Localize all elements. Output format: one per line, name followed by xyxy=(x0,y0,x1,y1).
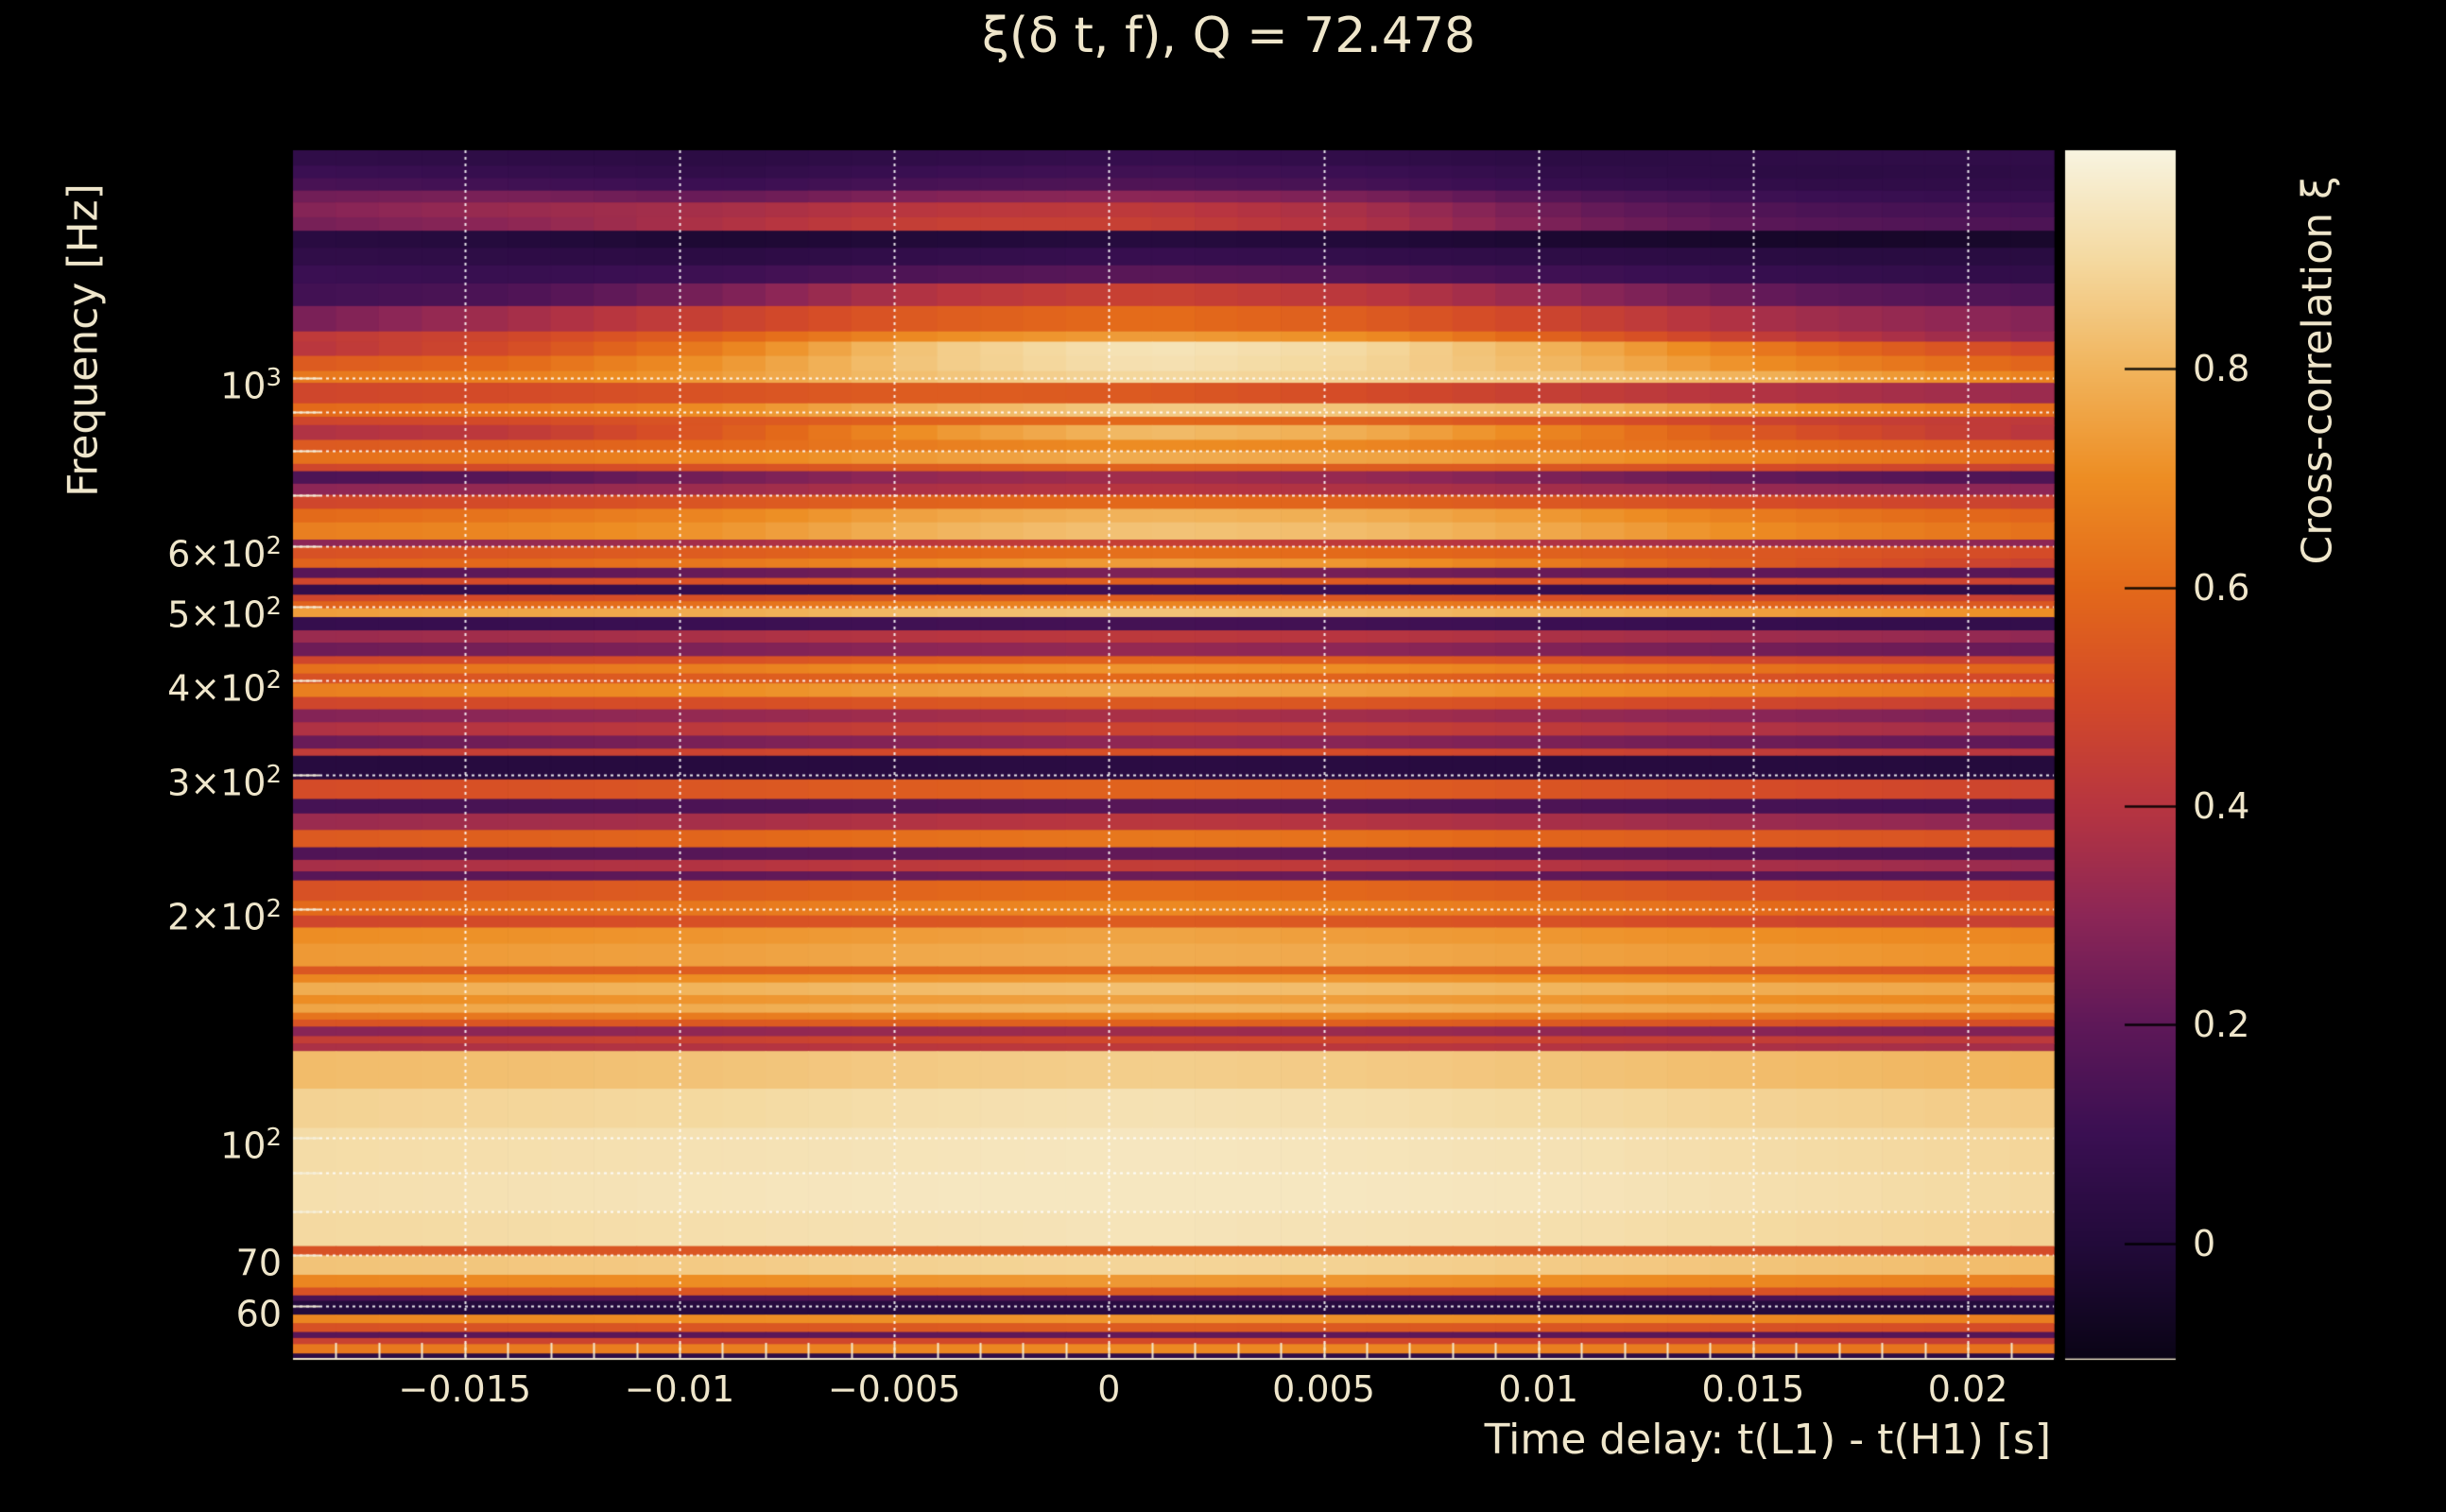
x-axis-label: Time delay: t(L1) - t(H1) [s] xyxy=(1484,1416,2051,1464)
y-tick-label: 70 xyxy=(62,1233,282,1284)
y-tick-text: 5×10 xyxy=(167,593,267,636)
y-tick-text: 10 xyxy=(220,1125,267,1167)
y-tick-text: 3×10 xyxy=(167,762,267,804)
y-tick-exponent: 2 xyxy=(266,1123,282,1152)
x-tick-label: 0.01 xyxy=(1498,1368,1579,1410)
y-tick-label: 2×102 xyxy=(62,887,282,938)
colorbar-tick-label: 0.4 xyxy=(2193,784,2250,827)
y-tick-exponent: 2 xyxy=(266,592,282,621)
x-tick-label: −0.005 xyxy=(827,1368,961,1410)
y-tick-text: 10 xyxy=(220,365,267,407)
x-tick-label: 0.005 xyxy=(1272,1368,1375,1410)
x-tick-label: −0.01 xyxy=(624,1368,735,1410)
colorbar-tick-label: 0.8 xyxy=(2193,348,2250,390)
colorbar-tick-label: 0.2 xyxy=(2193,1004,2250,1046)
y-tick-label: 5×102 xyxy=(62,585,282,636)
y-tick-text: 4×10 xyxy=(167,667,267,710)
y-tick-exponent: 2 xyxy=(266,761,282,790)
colorbar-tick-label: 0 xyxy=(2193,1222,2216,1264)
y-tick-text: 70 xyxy=(235,1243,282,1285)
y-tick-exponent: 2 xyxy=(266,665,282,695)
y-tick-label: 4×102 xyxy=(62,659,282,710)
y-tick-exponent: 3 xyxy=(266,363,282,392)
y-tick-text: 60 xyxy=(235,1293,282,1335)
x-tick-label: 0.015 xyxy=(1701,1368,1805,1410)
y-tick-label: 103 xyxy=(62,356,282,407)
y-tick-label: 102 xyxy=(62,1116,282,1167)
chart-title: ξ(δ t, f), Q = 72.478 xyxy=(981,8,1476,64)
y-tick-text: 2×10 xyxy=(167,896,267,938)
y-tick-label: 6×102 xyxy=(62,524,282,576)
y-tick-exponent: 2 xyxy=(266,531,282,560)
x-tick-label: 0 xyxy=(1097,1368,1121,1410)
y-tick-exponent: 2 xyxy=(266,894,282,923)
x-tick-label: 0.02 xyxy=(1927,1368,2008,1410)
colorbar-tick-label: 0.6 xyxy=(2193,566,2250,609)
colorbar-label: Cross-correlation ξ xyxy=(2293,176,2342,565)
y-tick-label: 3×102 xyxy=(62,753,282,804)
y-tick-label: 60 xyxy=(62,1284,282,1335)
x-tick-label: −0.015 xyxy=(398,1368,532,1410)
y-tick-text: 6×10 xyxy=(167,533,267,576)
y-axis-label: Frequency [Hz] xyxy=(59,183,108,497)
